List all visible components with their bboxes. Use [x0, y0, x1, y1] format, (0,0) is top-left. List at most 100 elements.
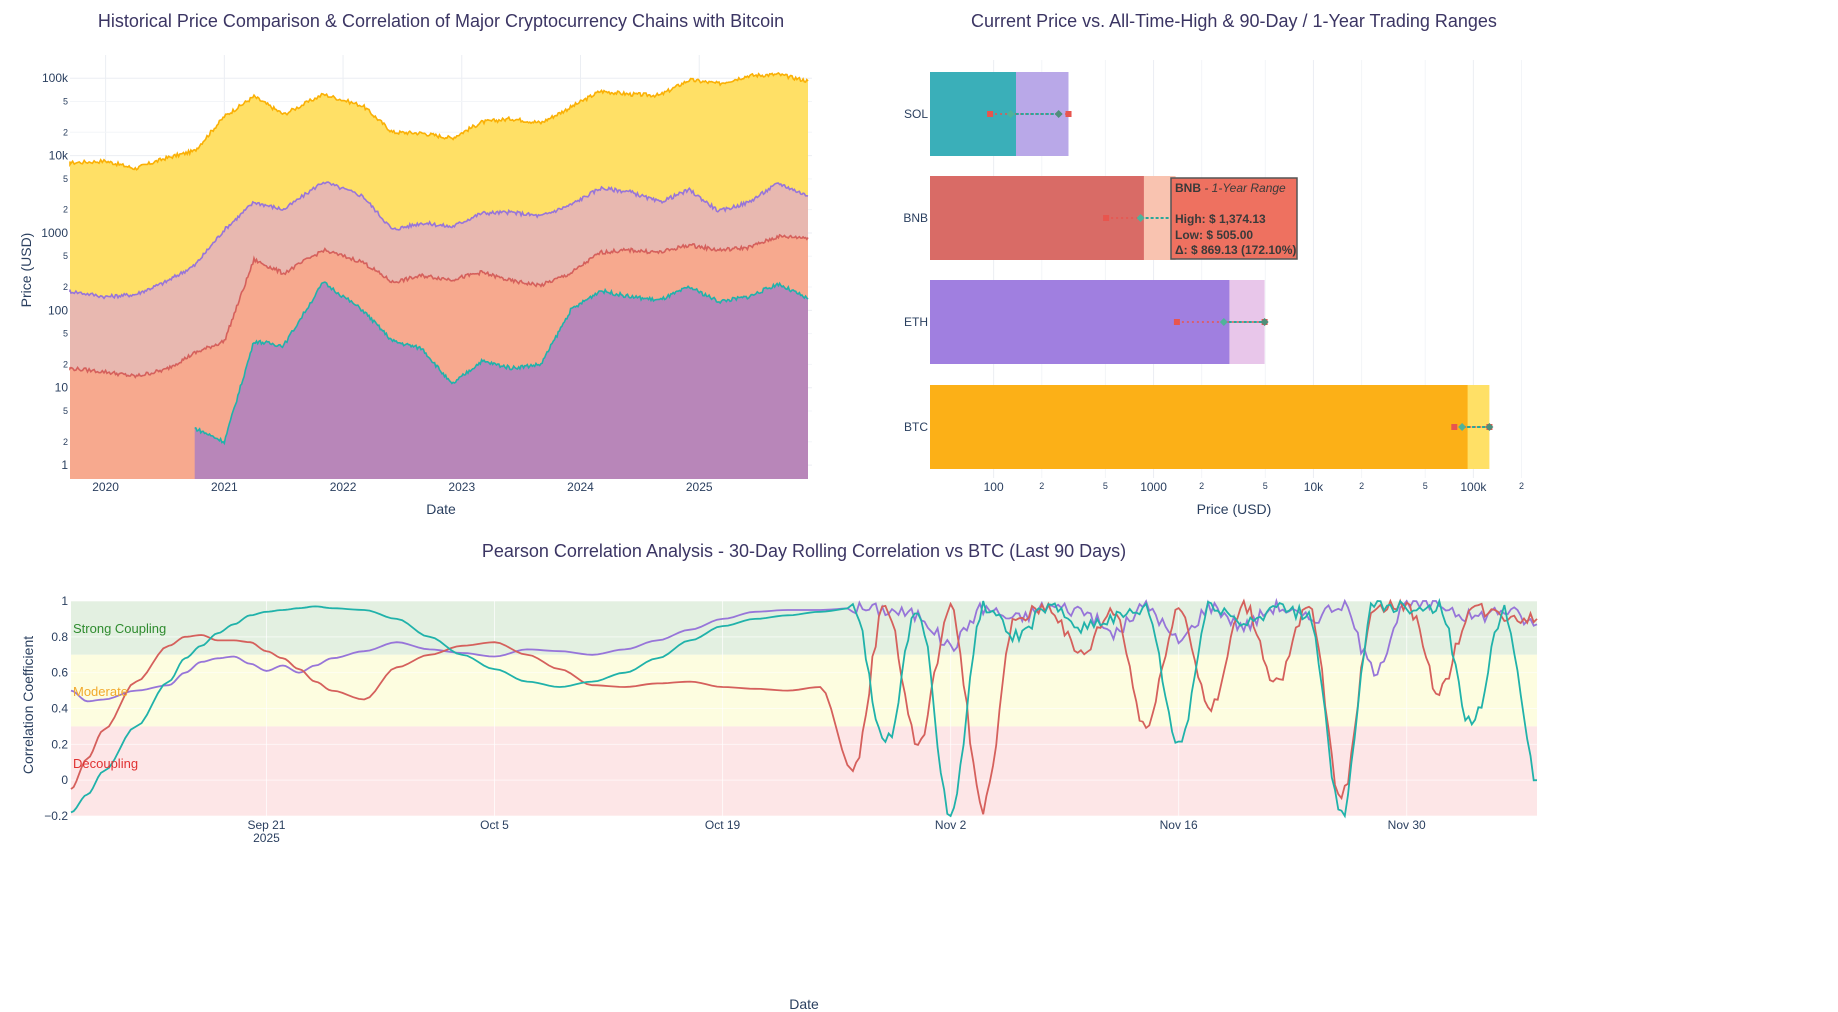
price-range-x-minor-tick: 2: [1039, 481, 1044, 491]
correlation-y-tick: 1: [61, 594, 68, 608]
correlation-band-1: [71, 654, 1537, 727]
tooltip-high-label: High: [1175, 212, 1202, 226]
tooltip-title-bold: BNB: [1175, 181, 1201, 195]
correlation-panel: Pearson Correlation Analysis - 30-Day Ro…: [20, 541, 1538, 1012]
correlation-x-tick: Nov 16: [1160, 818, 1198, 832]
historical-y-axis-label: Price (USD): [18, 233, 34, 308]
price-range-x-axis-label: Price (USD): [1197, 501, 1272, 517]
category-label-eth: ETH: [904, 315, 928, 329]
historical-line-eth: [69, 181, 809, 300]
current-price-bar-sol: [930, 72, 1016, 156]
one-year-low-marker: [987, 111, 994, 117]
tooltip-delta-value: : $ 869.13 (172.10%): [1184, 243, 1297, 257]
price-range-x-minor-tick: 5: [1103, 481, 1108, 491]
historical-y-tick: 1: [61, 458, 68, 472]
correlation-band-2: [71, 726, 1537, 816]
historical-y-tick: 100k: [42, 71, 69, 85]
ninety-day-high-marker: [1485, 423, 1494, 431]
historical-y-tick: 10k: [49, 149, 69, 163]
correlation-y-tick: 0.2: [51, 737, 68, 751]
ninety-day-high-marker: [1260, 318, 1269, 326]
historical-x-tick: 2022: [330, 480, 357, 494]
correlation-title: Pearson Correlation Analysis - 30-Day Ro…: [482, 541, 1126, 561]
historical-x-tick: 2020: [92, 480, 119, 494]
historical-y-minor-tick: 2: [63, 437, 68, 447]
tooltip-low-value: : $ 505.00: [1199, 228, 1253, 242]
tooltip-low-label: Low: [1175, 228, 1200, 242]
tooltip-title: BNB - 1-Year Range: [1175, 181, 1286, 195]
correlation-line-sol: [70, 597, 1538, 819]
historical-x-tick: 2025: [686, 480, 713, 494]
historical-y-minor-tick: 5: [63, 174, 68, 184]
historical-y-minor-tick: 5: [63, 329, 68, 339]
correlation-x-tick: Oct 5: [480, 818, 509, 832]
price-range-x-minor-tick: 2: [1519, 481, 1524, 491]
historical-y-minor-tick: 2: [63, 282, 68, 292]
ninety-day-high-marker: [1054, 110, 1063, 118]
price-range-x-tick: 10k: [1304, 480, 1324, 494]
historical-x-axis-label: Date: [426, 501, 456, 517]
historical-line-sol: [194, 281, 809, 446]
current-price-bar-eth: [930, 280, 1230, 364]
historical-y-minor-tick: 2: [63, 205, 68, 215]
correlation-x-axis-label: Date: [789, 996, 819, 1012]
price-range-x-tick: 100k: [1460, 480, 1487, 494]
historical-price-title: Historical Price Comparison & Correlatio…: [98, 11, 784, 31]
current-price-bar-btc: [930, 385, 1468, 469]
category-label-bnb: BNB: [903, 211, 928, 225]
historical-x-tick: 2024: [567, 480, 594, 494]
historical-y-minor-tick: 5: [63, 251, 68, 261]
tooltip-high: High: $ 1,374.13: [1175, 212, 1266, 226]
correlation-y-tick: −0.2: [44, 809, 68, 823]
bnb-range-tooltip: BNB - 1-Year Range High: $ 1,374.13 Low:…: [1170, 177, 1298, 260]
historical-y-tick: 100: [48, 303, 68, 317]
historical-area-sol: [194, 282, 808, 479]
historical-y-minor-tick: 5: [63, 406, 68, 416]
historical-x-tick: 2023: [448, 480, 475, 494]
historical-line-bnb: [69, 233, 809, 379]
correlation-x-tick: Nov 2: [935, 818, 967, 832]
tooltip-high-value: : $ 1,374.13: [1202, 212, 1266, 226]
correlation-y-tick: 0.8: [51, 630, 68, 644]
tooltip-box: [1170, 177, 1298, 260]
correlation-y-axis-label: Correlation Coefficient: [20, 636, 36, 774]
historical-line-btc: [69, 72, 809, 171]
tooltip-delta-label: Δ: [1175, 243, 1184, 257]
one-year-low-marker: [1173, 319, 1180, 325]
price-range-x-minor-tick: 5: [1263, 481, 1268, 491]
price-range-x-minor-tick: 2: [1199, 481, 1204, 491]
correlation-y-tick: 0.6: [51, 666, 68, 680]
ninety-day-low-marker: [1219, 318, 1228, 326]
one-year-low-marker: [1451, 424, 1458, 430]
historical-x-tick: 2021: [211, 480, 238, 494]
correlation-band-label: Strong Coupling: [73, 621, 166, 636]
correlation-y-tick: 0.4: [51, 702, 68, 716]
one-year-low-marker: [1103, 215, 1110, 221]
ninety-day-low-marker: [1006, 110, 1015, 118]
historical-y-minor-tick: 5: [63, 97, 68, 107]
price-range-x-tick: 100: [984, 480, 1004, 494]
correlation-y-tick: 0: [61, 773, 68, 787]
price-range-x-minor-tick: 2: [1359, 481, 1364, 491]
historical-y-minor-tick: 2: [63, 359, 68, 369]
historical-price-panel: Historical Price Comparison & Correlatio…: [18, 11, 812, 517]
ninety-day-low-marker: [1458, 423, 1467, 431]
correlation-x-tick: Sep 21: [247, 818, 285, 832]
historical-y-tick: 1000: [41, 226, 68, 240]
category-label-sol: SOL: [904, 107, 928, 121]
historical-y-minor-tick: 2: [63, 127, 68, 137]
price-range-x-minor-tick: 5: [1423, 481, 1428, 491]
correlation-band-label: Moderate: [73, 684, 128, 699]
category-label-btc: BTC: [904, 420, 928, 434]
tooltip-low: Low: $ 505.00: [1175, 228, 1253, 242]
correlation-line-eth: [70, 597, 1538, 703]
price-range-title: Current Price vs. All-Time-High & 90-Day…: [971, 11, 1497, 31]
price-range-x-tick: 1000: [1140, 480, 1167, 494]
price-range-panel: Current Price vs. All-Time-High & 90-Day…: [903, 11, 1524, 517]
correlation-x-tick-year: 2025: [253, 831, 280, 845]
tooltip-delta: Δ: $ 869.13 (172.10%): [1175, 243, 1296, 257]
historical-y-tick: 10: [55, 381, 69, 395]
correlation-x-tick: Nov 30: [1388, 818, 1426, 832]
correlation-band-label: Decoupling: [73, 756, 138, 771]
